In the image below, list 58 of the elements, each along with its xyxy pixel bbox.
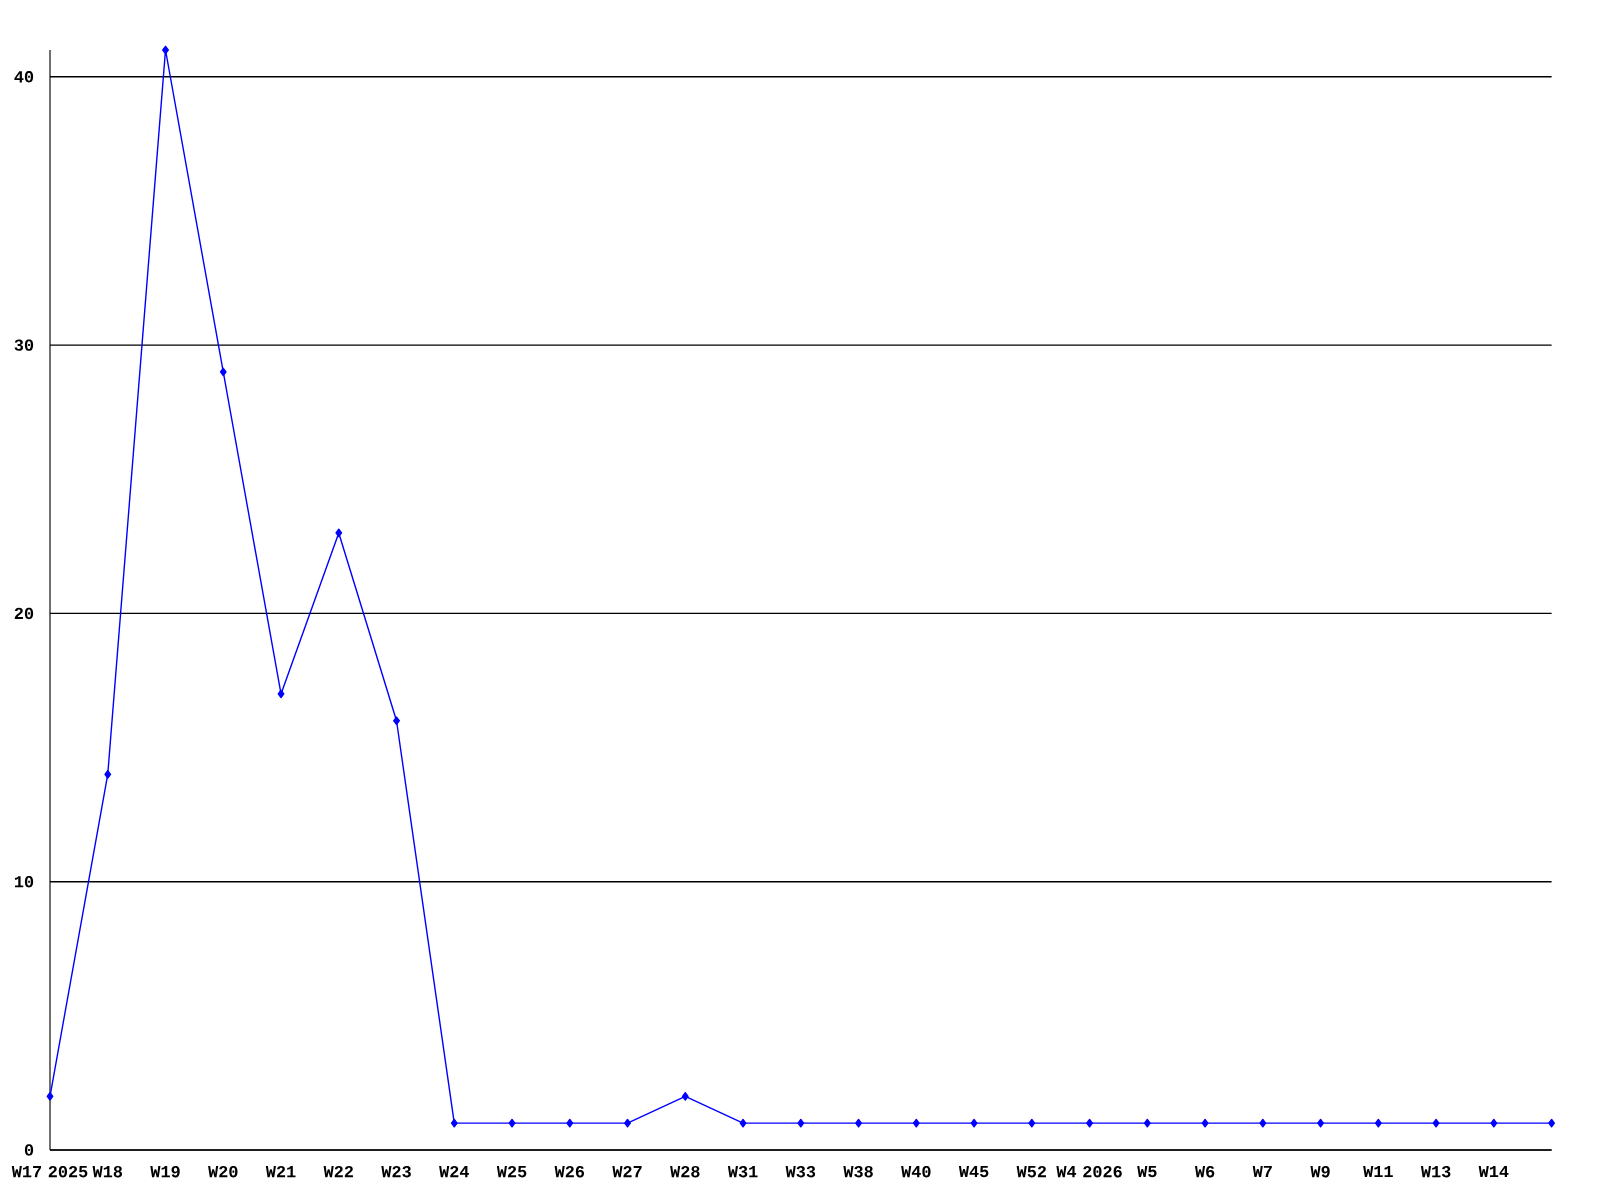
- x-tick-label: W38: [843, 1165, 873, 1178]
- x-tick-label: W14: [1478, 1165, 1509, 1178]
- y-tick-label: 0: [24, 1144, 34, 1156]
- point: [739, 1118, 747, 1128]
- x-tick-label: W45: [958, 1165, 989, 1178]
- point: [797, 1118, 805, 1128]
- x-tick-label: W17 2025: [11, 1165, 88, 1178]
- x-tick-label: W33: [785, 1165, 816, 1178]
- point: [508, 1118, 516, 1128]
- point: [1028, 1118, 1036, 1128]
- x-tick-label: W6: [1194, 1165, 1215, 1178]
- point: [393, 716, 400, 726]
- point: [1259, 1118, 1267, 1128]
- x-tick-label: W40: [901, 1165, 931, 1178]
- x-tick-label: W22: [323, 1165, 353, 1178]
- x-tick-label: W28: [670, 1165, 700, 1178]
- x-tick-label: W26: [554, 1165, 585, 1178]
- x-tick-label: W13: [1420, 1165, 1451, 1178]
- point: [1374, 1118, 1382, 1128]
- point: [624, 1118, 631, 1128]
- point: [1317, 1118, 1325, 1128]
- x-tick-label: W11: [1363, 1165, 1393, 1178]
- point: [162, 45, 169, 55]
- point: [219, 367, 227, 377]
- x-tick-label: W23: [381, 1165, 411, 1178]
- point: [335, 528, 343, 538]
- x-tick-label: W21: [265, 1165, 296, 1178]
- point: [1201, 1118, 1209, 1128]
- point: [277, 689, 285, 699]
- x-tick-label: W25: [496, 1165, 527, 1178]
- point: [104, 770, 112, 779]
- x-tick-label: W20: [208, 1165, 238, 1178]
- point: [46, 1091, 54, 1101]
- point: [970, 1118, 978, 1128]
- y-tick-label: 10: [14, 875, 34, 888]
- x-tick-label: W31: [727, 1165, 758, 1178]
- x-tick-label: W24: [439, 1165, 469, 1178]
- point: [566, 1118, 574, 1128]
- y-tick-label: 40: [14, 71, 34, 83]
- x-tick-label: W4 2026: [1056, 1165, 1122, 1178]
- point: [1086, 1118, 1094, 1128]
- x-tick-label: W7: [1252, 1165, 1272, 1178]
- x-tick-label: W9: [1310, 1165, 1330, 1178]
- x-tick-label: W18: [92, 1165, 123, 1178]
- point: [681, 1091, 689, 1101]
- point: [1490, 1118, 1498, 1128]
- y-tick-label: 20: [14, 607, 34, 620]
- point: [855, 1118, 862, 1128]
- x-tick-label: W5: [1137, 1165, 1157, 1178]
- point: [912, 1118, 920, 1128]
- point: [450, 1118, 458, 1128]
- point: [1143, 1118, 1151, 1128]
- point: [1548, 1118, 1556, 1128]
- point: [1432, 1118, 1440, 1128]
- x-tick-label: W52: [1016, 1165, 1047, 1178]
- y-tick-label: 30: [14, 339, 34, 351]
- x-tick-label: W19: [150, 1165, 180, 1178]
- x-tick-label: W27: [612, 1165, 642, 1178]
